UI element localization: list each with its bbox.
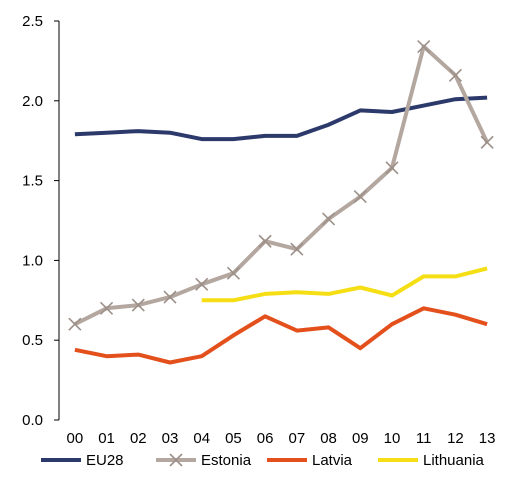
data-point-estonia [385,161,399,175]
x-tick-label: 00 [67,430,84,447]
series-line-eu28 [74,95,488,142]
data-point-estonia [163,290,177,304]
data-point-estonia [448,68,462,82]
y-tick-label: 2.0 [22,93,43,110]
y-tick-label: 1.0 [22,252,43,269]
y-tick-label: 0.0 [22,412,43,429]
data-point-estonia [322,212,336,226]
y-tick-label: 2.5 [22,13,43,30]
x-tick-label: 07 [289,430,306,447]
x-tick-label: 09 [352,430,369,447]
legend-label: EU28 [86,452,124,469]
x-tick-label: 05 [225,430,242,447]
legend-label: Latvia [312,452,353,469]
data-point-estonia [480,135,494,149]
x-tick-label: 12 [447,430,464,447]
x-tick-label: 06 [257,430,274,447]
x-tick-label: 13 [479,430,496,447]
x-tick-label: 02 [130,430,147,447]
series-line-latvia [74,306,488,365]
axes: 0.0 0.5 1.0 1.5 2.0 2.5 00 01 02 03 04 05 06 07 08 09 1… [22,13,495,447]
data-point-estonia [417,39,431,54]
x-tick-label: 10 [384,430,401,447]
data-point-estonia [353,189,367,204]
series-line-estonia [74,44,489,326]
x-tick-label: 11 [416,430,432,447]
legend-item-estonia: Estonia [156,452,252,469]
x-tick-label: 04 [193,430,210,447]
legend-marker [169,453,183,467]
legend-label: Estonia [201,452,252,469]
legend: EU28 Estonia Latvia Lithuania [41,452,485,469]
data-point-estonia [226,266,240,280]
legend-item-lithuania: Lithuania [378,452,485,469]
y-tick-label: 0.5 [22,332,43,349]
series-lithuania [201,266,488,303]
data-point-estonia [290,242,304,256]
legend-item-eu28: EU28 [41,452,124,469]
series-eu28 [74,95,488,142]
series-latvia [74,306,488,365]
data-point-estonia [100,301,114,315]
x-tick-label: 08 [320,430,337,447]
series-layer [68,39,494,365]
x-tick-label: 03 [162,430,179,447]
series-estonia [68,39,494,331]
series-line-lithuania [201,266,488,303]
data-point-estonia [68,317,82,331]
x-tick-label: 01 [98,430,115,447]
data-point-estonia [258,234,272,248]
y-axis-ticks: 0.0 0.5 1.0 1.5 2.0 2.5 [22,13,59,429]
y-tick-label: 1.5 [22,173,43,190]
legend-item-latvia: Latvia [267,452,353,469]
data-point-estonia [195,277,209,291]
x-axis-ticks: 00 01 02 03 04 05 06 07 08 09 10 11 12 13 [67,430,496,447]
data-point-estonia [131,298,145,312]
legend-label: Lithuania [423,452,485,469]
